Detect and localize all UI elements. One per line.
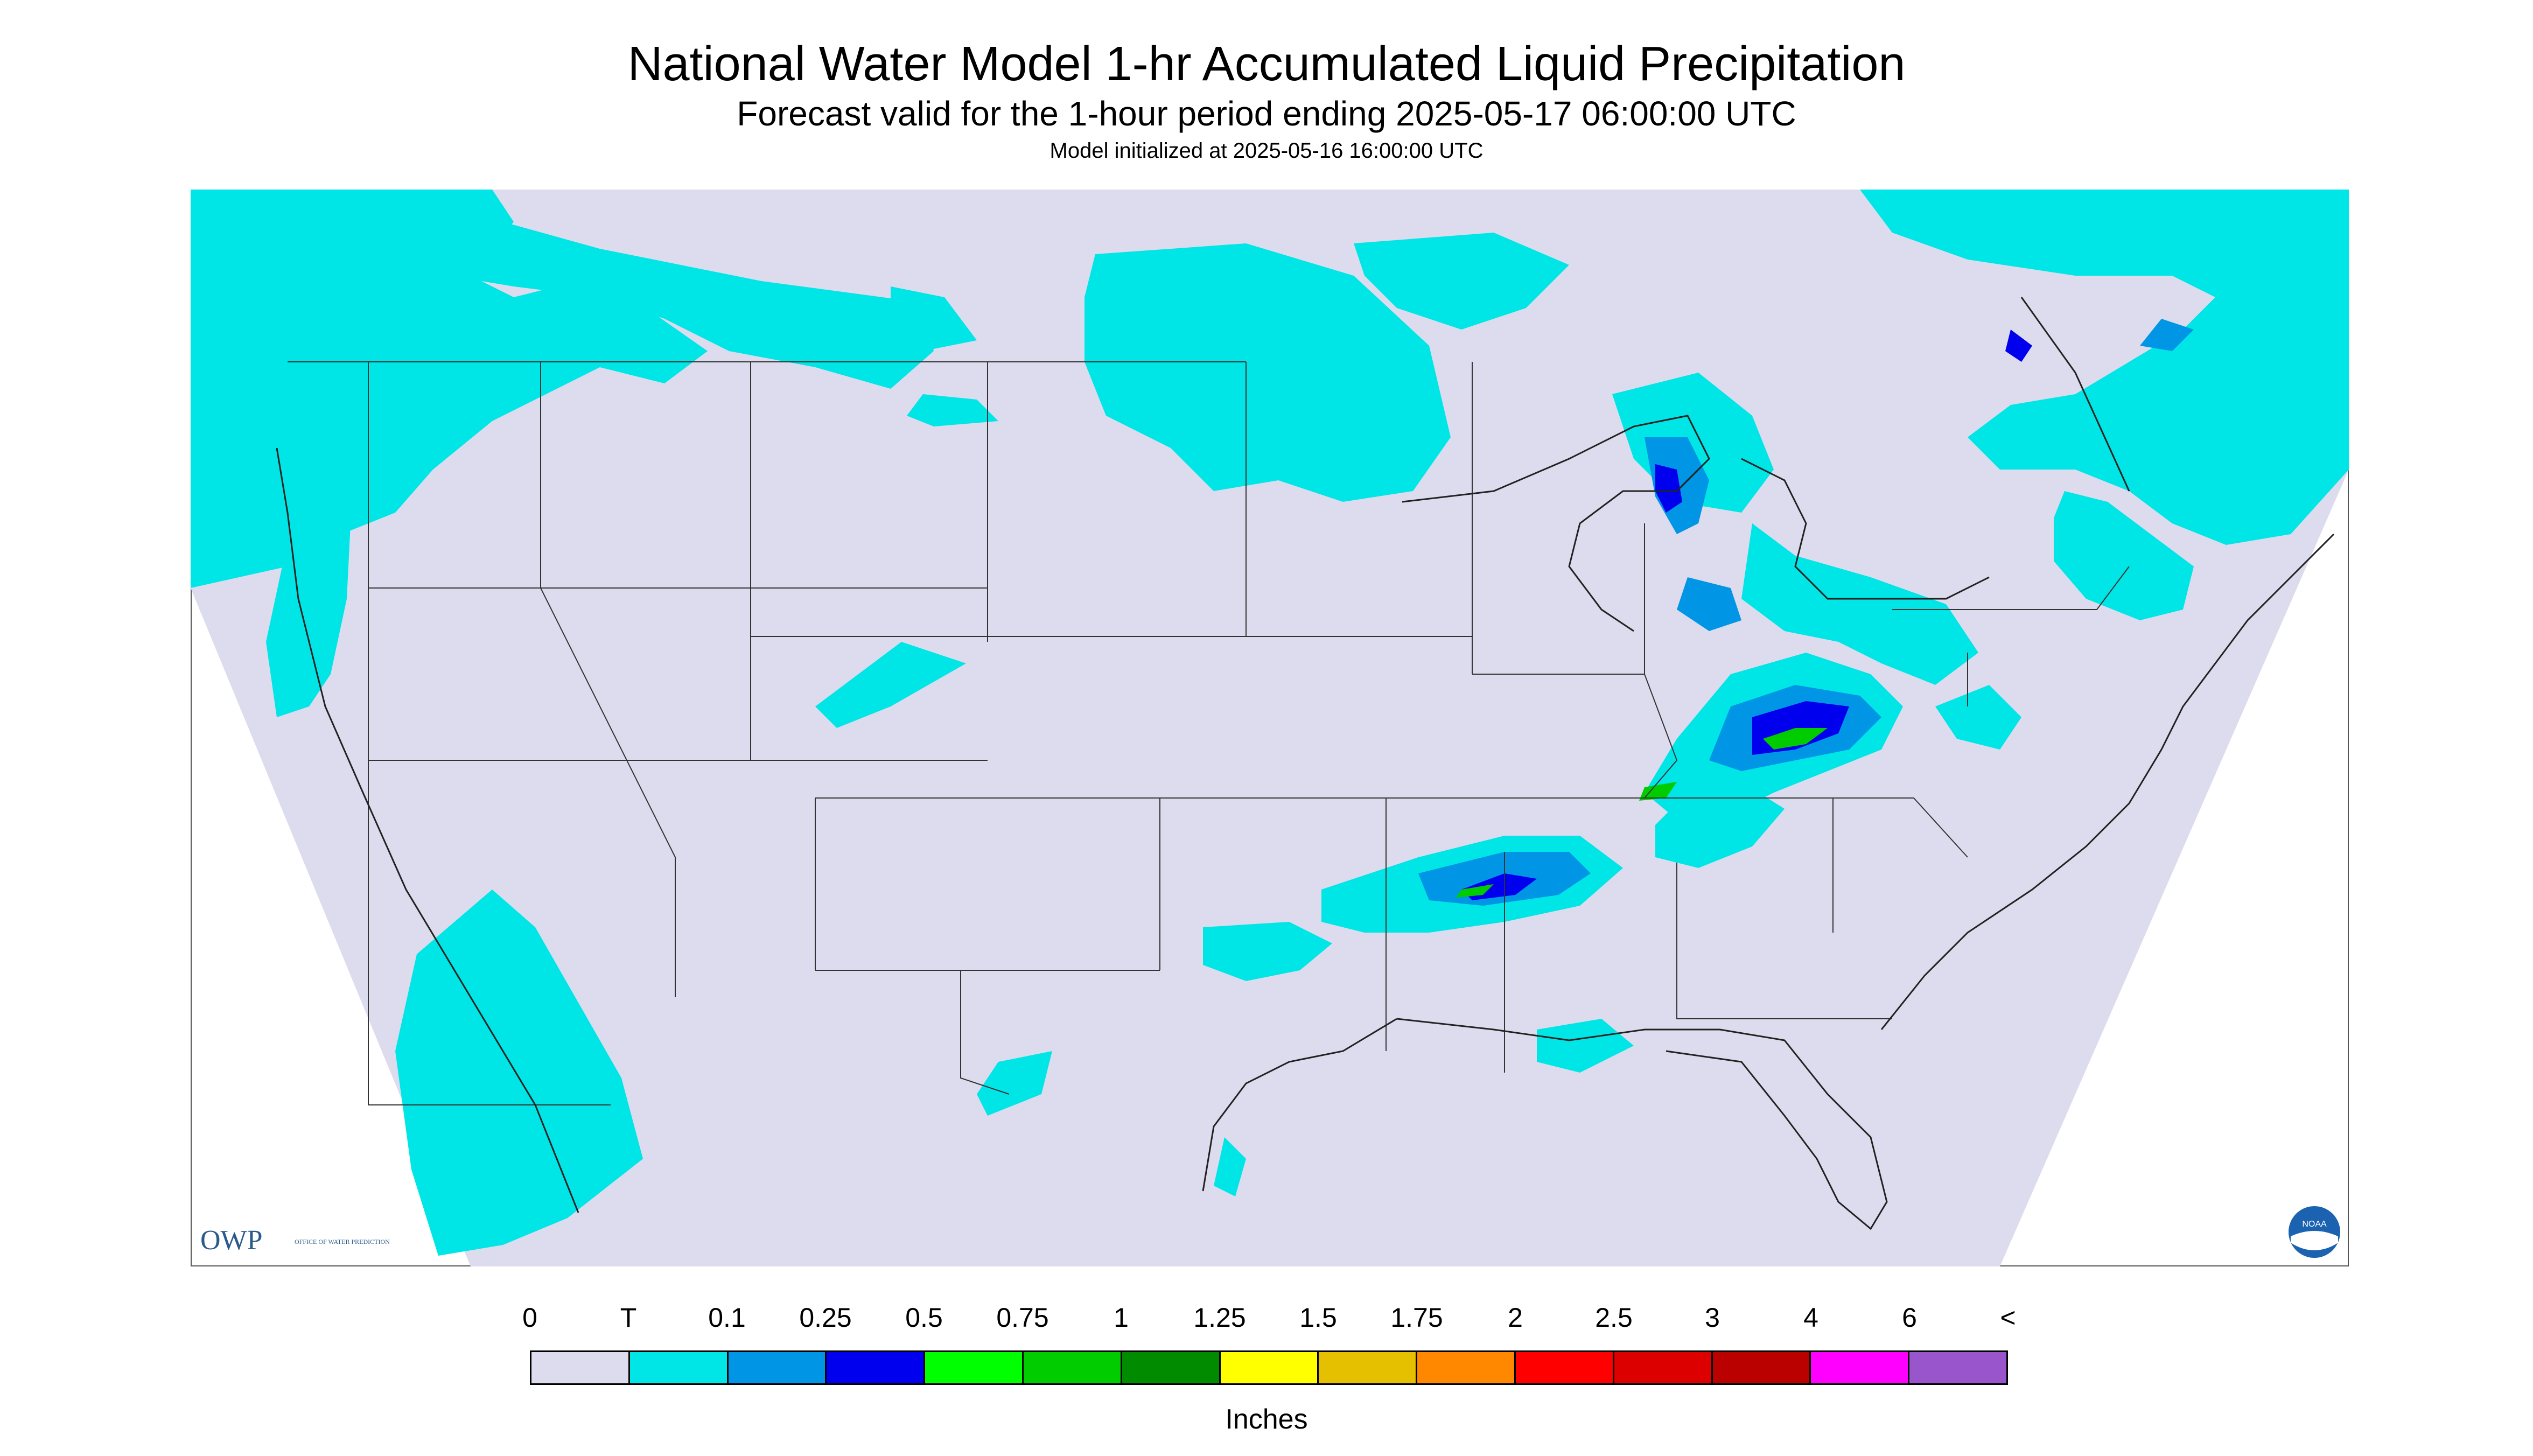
legend-swatch	[1811, 1352, 1910, 1383]
model-domain	[191, 190, 2349, 1266]
legend-label: 1.25	[1193, 1303, 1246, 1333]
legend-swatch	[1220, 1352, 1319, 1383]
legend-swatch	[827, 1352, 926, 1383]
legend-units-label: Inches	[1225, 1404, 1308, 1435]
legend-swatch	[1417, 1352, 1516, 1383]
legend-swatch	[1909, 1352, 2006, 1383]
legend-label: 0.5	[905, 1303, 943, 1333]
owp-logo-subtext: OFFICE OF WATER PREDICTION	[295, 1238, 390, 1245]
owp-logo: OWP OFFICE OF WATER PREDICTION	[200, 1225, 390, 1256]
legend-label: 6	[1902, 1303, 1917, 1333]
coastlines	[276, 297, 2335, 1230]
legend-label: 2	[1508, 1303, 1523, 1333]
legend-label: 1.75	[1390, 1303, 1443, 1333]
legend-label: 1	[1114, 1303, 1129, 1333]
precipitation-map: OWP OFFICE OF WATER PREDICTION NOAA	[191, 190, 2349, 1266]
state-borders	[288, 361, 2130, 1105]
legend-label: 0	[522, 1303, 537, 1333]
precip-trace-areas	[191, 190, 2349, 1256]
legend-label: 3	[1705, 1303, 1720, 1333]
legend-swatch	[925, 1352, 1024, 1383]
legend-swatch	[1319, 1352, 1418, 1383]
map-title: National Water Model 1-hr Accumulated Li…	[627, 37, 1906, 91]
legend-label: 0.25	[799, 1303, 852, 1333]
legend-swatch	[728, 1352, 827, 1383]
legend-swatch	[1122, 1352, 1221, 1383]
legend-swatch	[1712, 1352, 1811, 1383]
legend-label: 0.75	[996, 1303, 1049, 1333]
legend-label: 2.5	[1595, 1303, 1633, 1333]
legend-label: T	[620, 1303, 637, 1333]
legend-swatch	[1023, 1352, 1122, 1383]
legend-label: 1.5	[1299, 1303, 1337, 1333]
legend-swatch	[629, 1352, 729, 1383]
noaa-logo: NOAA	[2289, 1206, 2340, 1258]
legend-swatch	[1515, 1352, 1614, 1383]
legend-swatch	[531, 1352, 630, 1383]
model-init-text: Model initialized at 2025-05-16 16:00:00…	[1049, 139, 1484, 163]
map-subtitle: Forecast valid for the 1-hour period end…	[737, 94, 1796, 133]
legend-labels: 0 T 0.1 0.25 0.5 0.75 1 1.25 1.5 1.75 2 2.5 3 4 6 <	[0, 1302, 2533, 1340]
legend-swatch	[1614, 1352, 1713, 1383]
owp-logo-text: OWP	[200, 1225, 263, 1256]
legend-label: 4	[1803, 1303, 1818, 1333]
precip-intense-cores	[1456, 728, 1828, 898]
legend-color-bar	[530, 1350, 2008, 1385]
noaa-logo-text: NOAA	[2302, 1220, 2327, 1229]
legend-label: <	[2000, 1303, 2016, 1333]
legend-label: 0.1	[708, 1303, 746, 1333]
